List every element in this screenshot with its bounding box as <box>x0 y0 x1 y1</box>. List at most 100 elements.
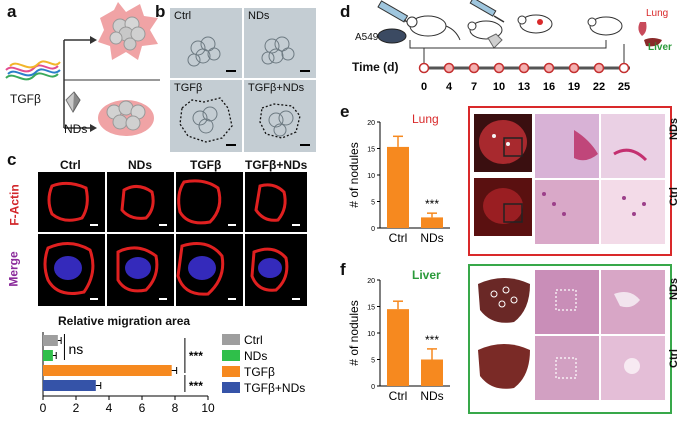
syringe-icon <box>469 0 505 23</box>
c-row-factin: F-Actin <box>7 184 22 226</box>
e-organ-title: Lung <box>412 112 439 126</box>
timeline-point <box>443 62 455 74</box>
lung-he-ctrl-low <box>535 180 599 244</box>
brightfield-nds <box>244 8 316 78</box>
timeline-point <box>543 62 555 74</box>
y-tick-label: 0 <box>371 226 375 233</box>
x-tick-label: Ctrl <box>389 231 408 245</box>
bar <box>387 309 409 386</box>
lung-label: Lung <box>646 8 669 19</box>
migration-bar-chart: 0 2 4 6 8 10 ns *** *** Ctrl NDs TGFβ TGFβ+NDs <box>40 332 305 415</box>
x-tick-label: 2 <box>73 401 80 415</box>
bar <box>421 359 443 386</box>
legend-label: TGFβ <box>244 365 275 379</box>
day-label: 16 <box>543 81 555 93</box>
mouse-icon <box>587 16 623 36</box>
timeline-point <box>593 62 605 74</box>
brightfield-tgfb-nds <box>244 80 316 152</box>
lung-image-frame <box>468 106 672 256</box>
mouse-icon <box>406 15 461 41</box>
brightfield-tgfb <box>170 80 242 152</box>
x-tick-label: 0 <box>40 401 47 415</box>
tgfb-label: TGFβ <box>10 92 41 106</box>
x-tick-label: NDs <box>420 389 443 403</box>
bar <box>387 146 409 228</box>
factin-nds <box>107 172 174 232</box>
day-label: 4 <box>446 81 453 93</box>
fluorescence-cells <box>43 179 300 300</box>
day-label: 10 <box>493 81 505 93</box>
f-row-nds: NDs <box>668 277 680 300</box>
e-row-nds: NDs <box>668 117 680 140</box>
timeline-schematic <box>377 0 662 70</box>
significance-label: *** <box>425 197 439 211</box>
c-chart-title: Relative migration area <box>58 314 191 328</box>
timeline-axis-label: Time (d) <box>352 60 399 74</box>
legend-swatch <box>222 350 240 361</box>
x-tick-label: 10 <box>201 401 215 415</box>
liver-he-nds-low <box>535 270 599 334</box>
significance-label: *** <box>425 333 439 347</box>
day-label: 19 <box>568 81 580 93</box>
timeline-point <box>468 62 480 74</box>
legend-swatch <box>222 382 240 393</box>
legend-label: Ctrl <box>244 333 263 347</box>
legend-swatch <box>222 334 240 345</box>
c-col-tgfb-nds: TGFβ+NDs <box>245 158 308 172</box>
day-label: 0 <box>421 81 427 93</box>
brightfield-ctrl <box>170 8 242 78</box>
b-label-tgfb-nds: TGFβ+NDs <box>248 82 305 94</box>
b-label-ctrl: Ctrl <box>174 10 192 22</box>
y-tick-label: 20 <box>367 120 375 127</box>
bar <box>43 365 172 376</box>
bar <box>43 380 96 391</box>
x-tick-label: NDs <box>420 231 443 245</box>
lung-nodules-chart: 0 5 10 15 20 # of nodules Ctrl NDs *** <box>347 120 450 245</box>
day-label: 25 <box>618 81 630 93</box>
y-tick-label: 10 <box>367 173 375 180</box>
panel-d-letter: d <box>340 2 351 21</box>
bar <box>421 217 443 228</box>
c-row-merge: Merge <box>6 251 21 287</box>
panel-a-letter: a <box>7 2 17 21</box>
tgfb-icon <box>5 60 61 81</box>
panel-b-letter: b <box>155 2 166 21</box>
nanodiamond-icon <box>487 33 503 49</box>
timeline-point <box>493 62 505 74</box>
lung-he-nds-high <box>601 114 665 178</box>
c-col-nds: NDs <box>128 158 153 172</box>
liver-he-ctrl-low <box>535 336 599 400</box>
x-tick-label: Ctrl <box>389 389 408 403</box>
legend-label: TGFβ+NDs <box>244 381 305 395</box>
f-row-ctrl: Ctrl <box>668 349 680 368</box>
y-tick-label: 20 <box>367 278 375 285</box>
y-tick-label: 15 <box>367 147 375 154</box>
nanodiamond-icon <box>65 91 81 113</box>
f-organ-title: Liver <box>412 268 441 282</box>
b-label-nds: NDs <box>248 10 270 22</box>
timeline-point <box>418 62 430 74</box>
y-tick-label: 10 <box>367 331 375 338</box>
e-row-ctrl: Ctrl <box>668 187 680 206</box>
c-col-tgfb: TGFβ <box>190 158 222 172</box>
legend-swatch <box>222 366 240 377</box>
x-tick-label: 6 <box>139 401 146 415</box>
nds-label: NDs <box>64 122 88 136</box>
day-label: 13 <box>518 81 530 93</box>
y-tick-label: 0 <box>371 384 375 391</box>
timeline-days: 0 4 7 10 13 16 19 22 25 <box>418 62 630 93</box>
day-label: 7 <box>471 81 477 93</box>
liver-label: Liver <box>648 42 672 53</box>
bar <box>43 335 58 346</box>
lung-icon <box>638 22 647 36</box>
timeline-point <box>618 62 630 74</box>
compact-cell-cluster <box>98 100 154 136</box>
y-tick-label: 15 <box>367 305 375 312</box>
liver-images-detail <box>478 278 640 389</box>
y-tick-label: 5 <box>371 200 375 207</box>
legend-label: NDs <box>244 349 267 363</box>
x-tick-label: 8 <box>172 401 179 415</box>
cell-line-label: A549 <box>355 32 379 43</box>
c-col-ctrl: Ctrl <box>60 158 81 172</box>
significance-label: *** <box>189 379 203 393</box>
